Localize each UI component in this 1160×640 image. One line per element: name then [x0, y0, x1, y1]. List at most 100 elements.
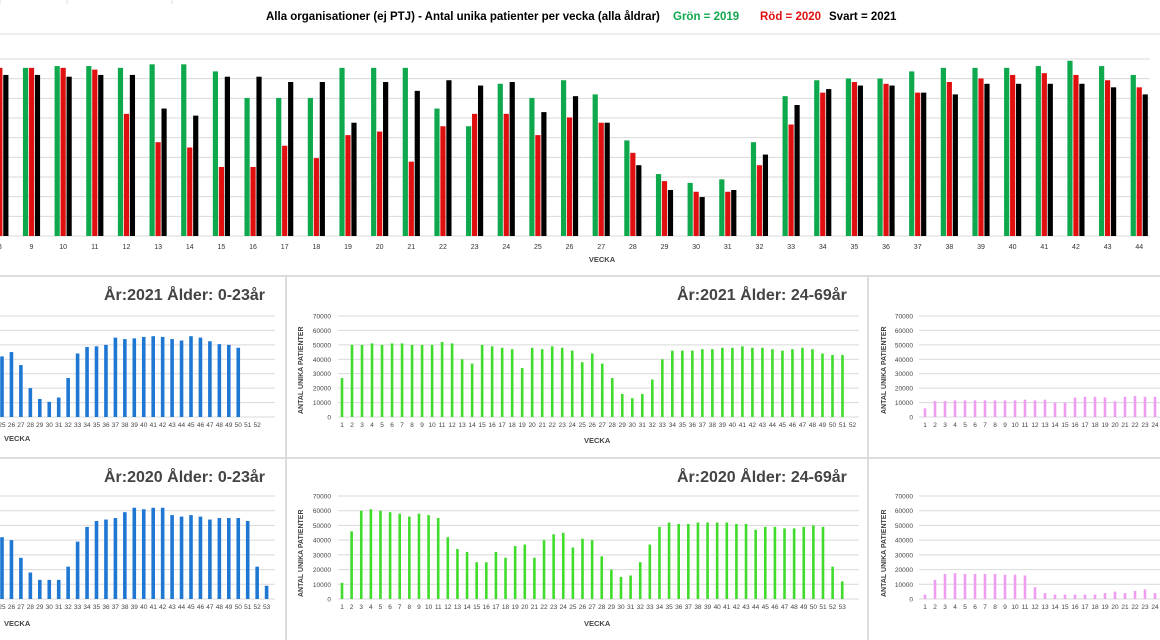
x-tick-label: 42 — [733, 604, 741, 611]
bar — [604, 122, 610, 236]
y-tick-label: 30000 — [895, 552, 913, 559]
x-tick-label: 39 — [131, 604, 139, 611]
bar — [66, 566, 70, 599]
y-tick-label: 70000 — [313, 314, 331, 321]
x-tick-label: 43 — [1104, 244, 1112, 251]
bar — [973, 573, 977, 599]
bar — [658, 526, 661, 599]
x-tick-label: 38 — [945, 244, 953, 251]
x-tick-label: 11 — [439, 422, 446, 429]
bar — [179, 516, 184, 599]
bar — [1099, 66, 1105, 236]
x-tick-label: 32 — [756, 244, 764, 251]
bar — [494, 551, 498, 599]
bar — [750, 142, 757, 236]
x-tick-label: 14 — [463, 604, 471, 611]
bar — [155, 142, 161, 236]
bar — [56, 397, 61, 417]
bar — [1153, 396, 1157, 417]
y-tick-label: 40000 — [313, 538, 331, 545]
x-tick-label: 41 — [150, 422, 158, 429]
y-tick-label: 0 — [327, 415, 331, 422]
x-tick-label: 15 — [1061, 422, 1069, 429]
x-tick-label: 40 — [140, 422, 148, 429]
bar — [541, 112, 547, 236]
y-axis-label: ANTAL UNIKA PATIENTER — [298, 326, 305, 415]
bar — [1010, 74, 1016, 237]
bar — [993, 573, 997, 599]
x-tick-label: 30 — [692, 244, 700, 251]
panel-title: År:2020 Ålder: 24-69år — [677, 469, 847, 486]
y-tick-label: 70000 — [895, 314, 913, 321]
bar — [1079, 83, 1085, 236]
bar — [47, 579, 52, 599]
y-tick-label: 60000 — [313, 508, 331, 515]
bar — [711, 349, 714, 417]
bar — [1003, 574, 1007, 599]
x-tick-label: 2 — [933, 604, 937, 611]
bar — [54, 66, 60, 236]
x-tick-label: 4 — [370, 422, 374, 429]
y-tick-label: 70000 — [895, 494, 913, 501]
x-tick-label: 25 — [0, 604, 6, 611]
x-tick-label: 13 — [1041, 422, 1049, 429]
x-tick-label: 53 — [263, 604, 271, 611]
bar — [761, 347, 764, 417]
bar — [465, 551, 469, 599]
x-tick-label: 24 — [569, 422, 577, 429]
bar — [408, 161, 414, 236]
bar — [1113, 401, 1117, 417]
bar — [763, 526, 767, 599]
x-tick-label: 50 — [235, 604, 243, 611]
bar — [814, 80, 820, 237]
bar — [791, 349, 794, 417]
x-tick-label: 18 — [509, 422, 517, 429]
bar — [636, 165, 642, 236]
x-tick-label: 24 — [502, 244, 510, 251]
x-tick-label: 14 — [186, 244, 194, 251]
x-tick-label: 39 — [131, 422, 139, 429]
bar — [94, 521, 99, 599]
x-tick-label: 26 — [566, 244, 574, 251]
bar — [446, 80, 452, 237]
x-tick-label: 2 — [350, 422, 354, 429]
x-tick-label: 33 — [646, 604, 654, 611]
bar — [1033, 587, 1037, 599]
panel-2021-0-23: År:2021 Ålder: 0-23år 25 26 27 28 29 30 31 32 33… — [0, 277, 285, 457]
y-tick-label: 20000 — [895, 386, 913, 393]
x-tick-label: 49 — [800, 604, 808, 611]
bar — [943, 401, 947, 417]
x-tick-label: 20 — [1111, 422, 1119, 429]
bar — [75, 541, 80, 599]
bar — [771, 349, 774, 417]
panel-title: År:2021 Ålder: 24-69år — [677, 287, 847, 304]
bar — [1023, 575, 1027, 599]
x-tick-label: 8 — [993, 604, 997, 611]
x-tick-label: 42 — [749, 422, 757, 429]
bar — [699, 197, 705, 236]
bar — [255, 566, 259, 599]
bar — [236, 518, 241, 599]
bar — [490, 346, 494, 417]
x-tick-label: 21 — [531, 604, 539, 611]
bar — [345, 135, 351, 236]
x-tick-label: 30 — [617, 604, 625, 611]
bar — [104, 519, 108, 599]
x-tick-label: 34 — [819, 244, 827, 251]
bar — [933, 579, 937, 599]
bar — [671, 350, 674, 417]
x-tick-label: 22 — [549, 422, 557, 429]
panel-2020-24-69: År:2020 Ålder: 24-69år 70000 60000 50000 40… — [287, 459, 867, 640]
x-tick-label: 5 — [963, 422, 967, 429]
bar — [1123, 396, 1127, 417]
bar — [104, 344, 108, 417]
y-tick-label: 10000 — [895, 400, 913, 407]
x-tick-label: 27 — [17, 422, 25, 429]
x-tick-label: 35 — [93, 422, 101, 429]
bar — [339, 67, 345, 236]
x-tick-label: 23 — [1141, 604, 1149, 611]
bar — [754, 529, 757, 599]
bar — [1133, 590, 1137, 599]
bar — [923, 594, 927, 599]
bar — [151, 336, 155, 417]
